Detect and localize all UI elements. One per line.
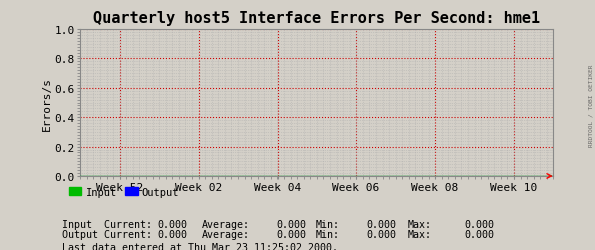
Text: 0.000: 0.000 [277,230,306,239]
Text: Average:: Average: [202,230,250,239]
Text: 0.000: 0.000 [366,219,396,229]
Text: 0.000: 0.000 [158,230,187,239]
Y-axis label: Errors/s: Errors/s [42,76,52,130]
Text: Output Current:: Output Current: [62,230,152,239]
Text: Min:: Min: [315,230,339,239]
Text: Average:: Average: [202,219,250,229]
Text: 0.000: 0.000 [277,219,306,229]
Text: Input  Current:: Input Current: [62,219,152,229]
Title: Quarterly host5 Interface Errors Per Second: hme1: Quarterly host5 Interface Errors Per Sec… [93,11,540,26]
Text: 0.000: 0.000 [366,230,396,239]
Text: 0.000: 0.000 [464,219,494,229]
Text: Max:: Max: [408,219,431,229]
Text: RRDTOOL / TOBI OETIKER: RRDTOOL / TOBI OETIKER [589,64,594,146]
Text: 0.000: 0.000 [464,230,494,239]
Text: 0.000: 0.000 [158,219,187,229]
Text: Max:: Max: [408,230,431,239]
Text: Min:: Min: [315,219,339,229]
Text: Last data entered at Thu Mar 23 11:25:02 2000.: Last data entered at Thu Mar 23 11:25:02… [62,242,339,250]
Legend: Input, Output: Input, Output [65,183,183,201]
